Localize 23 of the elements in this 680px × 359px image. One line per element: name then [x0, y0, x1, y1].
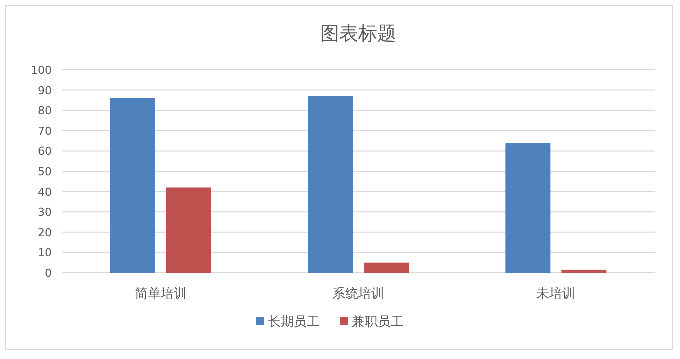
bar — [308, 96, 353, 273]
bar — [166, 188, 212, 273]
y-tick-label: 0 — [45, 267, 52, 280]
y-tick-label: 50 — [38, 166, 52, 178]
y-tick-label: 90 — [38, 84, 52, 98]
y-tick-label: 40 — [38, 186, 52, 199]
bar — [506, 143, 551, 273]
y-tick-label: 60 — [38, 145, 52, 158]
x-tick-label: 未培训 — [536, 287, 576, 302]
bar — [562, 270, 607, 273]
legend-label: 兼职员工 — [352, 315, 404, 330]
legend-label: 长期员工 — [268, 315, 320, 330]
y-tick-label: 20 — [38, 226, 52, 240]
bar — [364, 262, 409, 273]
x-tick-label: 简单培训 — [134, 287, 187, 302]
y-tick-label: 80 — [38, 104, 52, 118]
y-tick-label: 10 — [38, 246, 52, 260]
x-tick-label: 系统培训 — [332, 287, 384, 302]
y-tick-label: 100 — [31, 64, 52, 77]
chart-title: 图表标题 — [320, 23, 396, 45]
bar — [110, 98, 156, 273]
y-tick-label: 30 — [38, 206, 52, 220]
y-tick-label: 70 — [38, 124, 52, 138]
